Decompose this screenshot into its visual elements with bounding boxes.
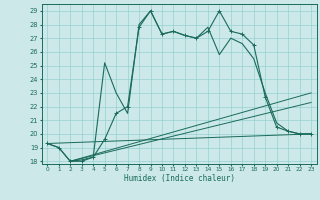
X-axis label: Humidex (Indice chaleur): Humidex (Indice chaleur) xyxy=(124,174,235,183)
